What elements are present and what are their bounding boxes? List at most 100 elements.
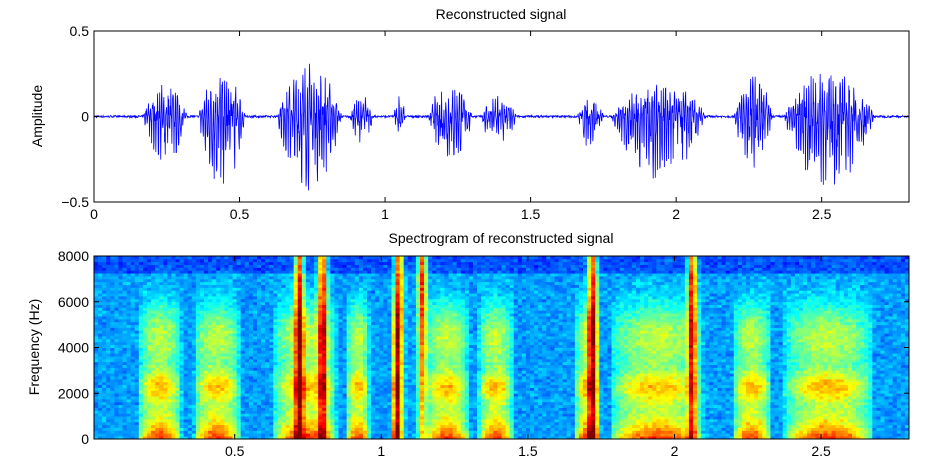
spectrogram-cell [98, 310, 103, 314]
spectrogram-cell [403, 350, 409, 354]
spectrogram-cell [195, 256, 201, 260]
spectrogram-cell [297, 373, 303, 377]
spectrogram-cell [159, 353, 164, 357]
spectrogram-cell [212, 293, 217, 297]
spectrogram-cell [403, 281, 409, 285]
spectrogram-cell [265, 327, 270, 331]
spectrogram-cell [269, 293, 274, 297]
spectrogram-cell [367, 304, 372, 308]
spectrogram-cell [248, 398, 254, 403]
spectrogram-cell [236, 273, 242, 277]
spectrogram-cell [118, 373, 123, 377]
spectrogram-cell [309, 433, 315, 437]
spectrogram-cell [102, 344, 107, 348]
spectrogram-cell [334, 284, 339, 288]
spectrogram-cell [326, 301, 331, 306]
spectrogram-cell [244, 298, 250, 303]
spectrogram-cell [204, 341, 209, 346]
spectrogram-cell [395, 370, 401, 374]
spectrogram-cell [208, 256, 213, 260]
spectrogram-cell [228, 344, 233, 348]
spectrogram-cell [155, 390, 160, 394]
spectrogram-cell [358, 390, 364, 394]
spectrogram-cell [252, 278, 258, 283]
spectrogram-cell [216, 261, 221, 265]
spectrogram-cell [122, 364, 128, 368]
spectrogram-cell [383, 333, 388, 337]
spectrogram-cell [309, 361, 315, 366]
spectrogram-cell [330, 338, 335, 343]
spectrogram-cell [326, 310, 331, 314]
spectrogram-cell [330, 267, 335, 271]
spectrogram-cell [130, 418, 136, 423]
spectrogram-cell [326, 396, 331, 400]
spectrogram-cell [305, 273, 311, 277]
spectrogram-cell [106, 313, 111, 317]
spectrogram-cell [338, 404, 343, 408]
spectrogram-cell [134, 350, 140, 354]
spectrogram-cell [155, 358, 160, 363]
spectrogram-cell [183, 401, 189, 406]
spectrogram-cell [285, 370, 290, 374]
spectrogram-cell [224, 401, 229, 406]
spectrogram-cell [265, 278, 270, 283]
spectrogram-cell [244, 378, 250, 383]
spectrogram-cell [281, 258, 286, 263]
spectrogram-cell [358, 287, 364, 291]
spectrogram-cell [240, 410, 246, 414]
spectrogram-cell [297, 341, 303, 346]
spectrogram-cell [273, 370, 278, 374]
spectrogram-cell [252, 361, 258, 366]
spectrogram-cell [167, 273, 172, 277]
spectrogram-cell [367, 290, 372, 294]
spectrogram-cell [126, 378, 132, 383]
spectrogram-cell [362, 433, 368, 437]
spectrogram-cell [383, 318, 388, 323]
spectrogram-cell [399, 410, 405, 414]
spectrogram-cell [285, 350, 290, 354]
spectrogram-cell [204, 293, 209, 297]
spectrogram-cell [301, 418, 307, 423]
spectrogram-cell [171, 424, 176, 428]
spectrogram-cell [94, 273, 99, 277]
spectrogram-cell [212, 338, 217, 343]
spectrogram-cell [281, 404, 286, 408]
spectrogram-cell [191, 393, 197, 397]
spectrogram-cell [138, 338, 144, 343]
spectrogram-cell [142, 370, 148, 374]
spectrogram-cell [171, 347, 176, 351]
spectrogram-cell [342, 316, 348, 320]
spectrogram-cell [403, 347, 409, 351]
spectrogram-cell [293, 376, 299, 380]
spectrogram-cell [232, 404, 238, 408]
spectrogram-cell [265, 353, 270, 357]
spectrogram-cell [362, 344, 368, 348]
spectrogram-cell [350, 350, 356, 354]
spectrogram-cell [391, 433, 396, 437]
spectrogram-cell [318, 347, 323, 351]
spectrogram-cell [285, 384, 290, 388]
spectrogram-cell [269, 347, 274, 351]
spectrogram-cell [179, 281, 185, 285]
spectrogram-cell [244, 356, 250, 360]
spectrogram-cell [289, 358, 295, 363]
spectrogram-cell [204, 433, 209, 437]
spectrogram-cell [146, 353, 152, 357]
spectrogram-cell [163, 436, 168, 440]
spectrogram-cell [199, 298, 205, 303]
spectrogram-cell [330, 350, 335, 354]
spectrogram-cell [106, 316, 111, 320]
spectrogram-cell [379, 390, 384, 394]
spectrogram-cell [269, 258, 274, 263]
spectrogram-cell [297, 427, 303, 431]
spectrogram-cell [265, 398, 270, 403]
spectrogram-cell [224, 261, 229, 265]
spectrogram-cell [114, 381, 119, 386]
spectrogram-cell [220, 327, 225, 331]
spectrogram-cell [142, 367, 148, 371]
spectrogram-cell [130, 416, 136, 420]
spectrogram-cell [155, 278, 160, 283]
spectrogram-cell [273, 407, 278, 411]
spectrogram-cell [175, 387, 180, 391]
spectrogram-cell [293, 407, 299, 411]
